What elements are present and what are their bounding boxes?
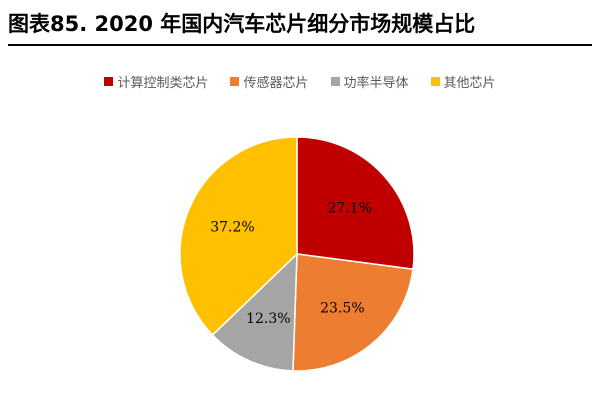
pie-slice-other [179, 136, 298, 337]
pie-slices [179, 136, 415, 372]
pie-labels: 27.1% 23.5% 12.3% 37.2% [210, 201, 372, 327]
legend-item-sensor: 传感器芯片 [230, 72, 309, 91]
legend-item-power: 功率半导体 [330, 72, 409, 91]
pie-label-other: 37.2% [210, 219, 254, 235]
legend-label-power: 功率半导体 [343, 76, 409, 91]
legend-swatch-other [430, 77, 440, 86]
legend-label-sensor: 传感器芯片 [243, 76, 309, 91]
chart-legend: 计算控制类芯片 传感器芯片 功率半导体 其他芯片 [0, 72, 600, 91]
legend-label-compute: 计算控制类芯片 [117, 76, 209, 91]
pie-slice-power [211, 252, 298, 372]
legend-item-other: 其他芯片 [430, 72, 496, 91]
pie-slice-sensor [292, 253, 414, 372]
pie-label-power: 12.3% [246, 311, 290, 327]
legend-item-compute: 计算控制类芯片 [104, 72, 208, 91]
legend-swatch-sensor [230, 77, 240, 86]
pie-label-sensor: 23.5% [320, 301, 364, 317]
legend-swatch-compute [104, 77, 114, 86]
pie-label-compute: 27.1% [328, 201, 372, 217]
legend-label-other: 其他芯片 [443, 76, 496, 91]
legend-swatch-power [330, 77, 340, 86]
chart-title: 图表85. 2020 年国内汽车芯片细分市场规模占比 [8, 12, 476, 36]
pie-slice-compute [296, 136, 415, 271]
title-divider [8, 44, 592, 46]
